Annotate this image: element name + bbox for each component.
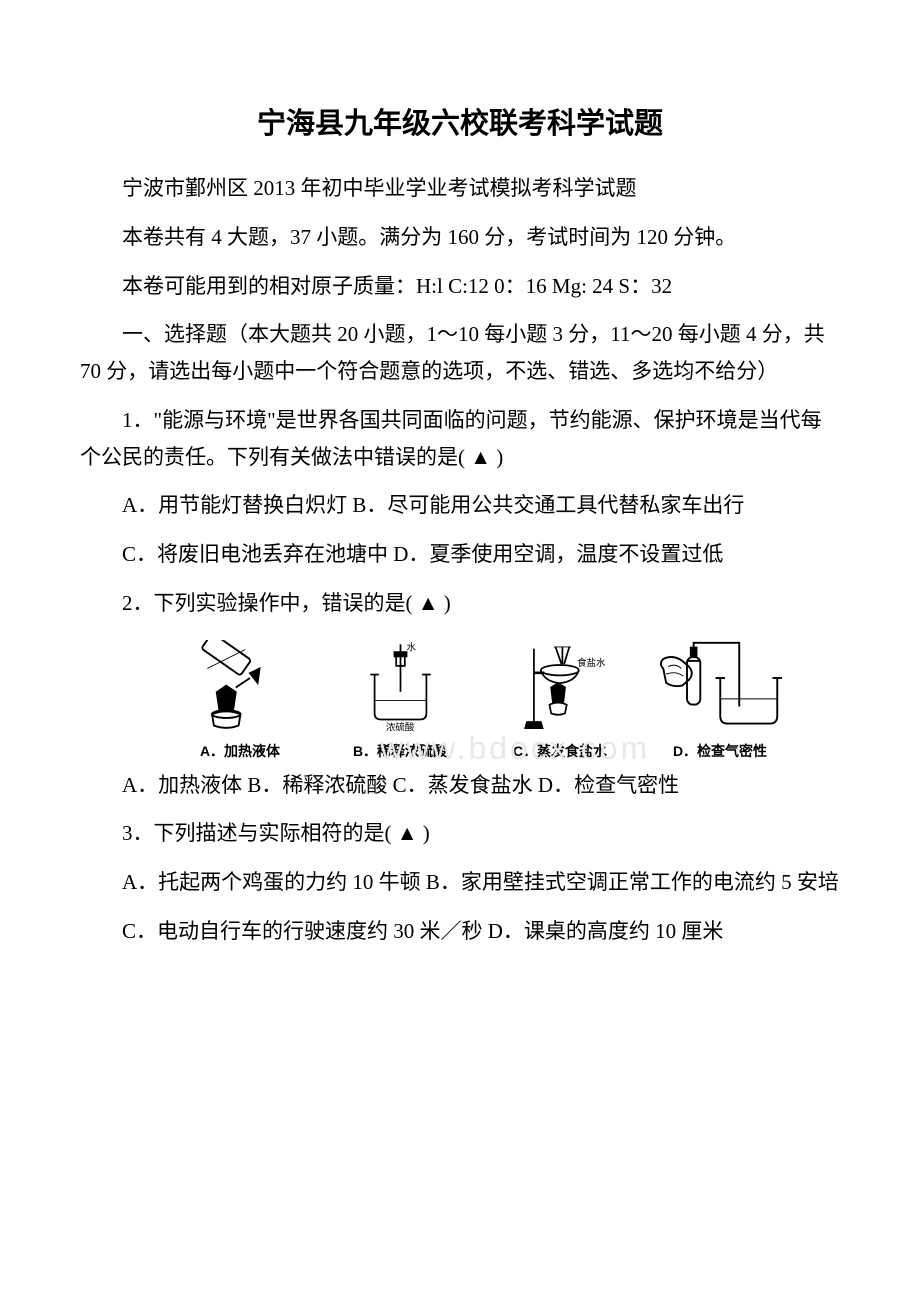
- figure-b: 水 浓硫酸 B．稀释浓硫酸: [320, 640, 480, 761]
- section-header: 一、选择题（本大题共 20 小题，1～10 每小题 3 分，11～20 每小题 …: [80, 316, 840, 390]
- subtitle: 宁波市鄞州区 2013 年初中毕业学业考试模拟考科学试题: [80, 170, 840, 207]
- figure-a-caption: A．加热液体: [200, 741, 280, 761]
- acid-label: 浓硫酸: [385, 721, 414, 733]
- airtight-check-icon: [649, 640, 792, 735]
- q3-options-cd: C．电动自行车的行驶速度约 30 米／秒 D．课桌的高度约 10 厘米: [80, 913, 840, 950]
- q2-answer-line: A．加热液体 B．稀释浓硫酸 C．蒸发食盐水 D．检查气密性: [80, 767, 840, 804]
- figure-c-caption: C．蒸发食盐水: [513, 741, 607, 761]
- figure-a: A．加热液体: [160, 640, 320, 761]
- water-label: 水: [406, 641, 416, 653]
- dilute-acid-icon: 水 浓硫酸: [353, 640, 448, 735]
- q3-stem: 3．下列描述与实际相符的是( ▲ ): [80, 815, 840, 852]
- q2-stem: 2．下列实验操作中，错误的是( ▲ ): [80, 585, 840, 622]
- q3-options-ab: A．托起两个鸡蛋的力约 10 牛顿 B．家用壁挂式空调正常工作的电流约 5 安培: [80, 864, 840, 901]
- exam-instructions: 本卷共有 4 大题，37 小题。满分为 160 分，考试时间为 120 分钟。: [80, 219, 840, 256]
- evaporate-icon: 食盐水: [508, 640, 612, 735]
- atomic-masses: 本卷可能用到的相对原子质量：H:l C:12 0：16 Mg: 24 S：32: [80, 268, 840, 305]
- figure-b-caption: B．稀释浓硫酸: [353, 741, 447, 761]
- document-title: 宁海县九年级六校联考科学试题: [80, 100, 840, 142]
- q1-stem: 1．"能源与环境"是世界各国共同面临的问题，节约能源、保护环境是当代每个公民的责…: [80, 402, 840, 476]
- figure-c: 食盐水 C．蒸发食盐水: [480, 640, 640, 761]
- q1-options-cd: C．将废旧电池丢弃在池塘中 D．夏季使用空调，温度不设置过低: [80, 536, 840, 573]
- q2-figures-row: A．加热液体 水 浓硫酸 B．稀释浓硫酸: [160, 640, 800, 761]
- q1-options-ab: A．用节能灯替换白炽灯 B．尽可能用公共交通工具代替私家车出行: [80, 487, 840, 524]
- figure-d: D．检查气密性: [640, 640, 800, 761]
- heating-liquid-icon: [193, 640, 288, 735]
- figure-d-caption: D．检查气密性: [673, 741, 767, 761]
- salt-water-label: 食盐水: [577, 656, 606, 668]
